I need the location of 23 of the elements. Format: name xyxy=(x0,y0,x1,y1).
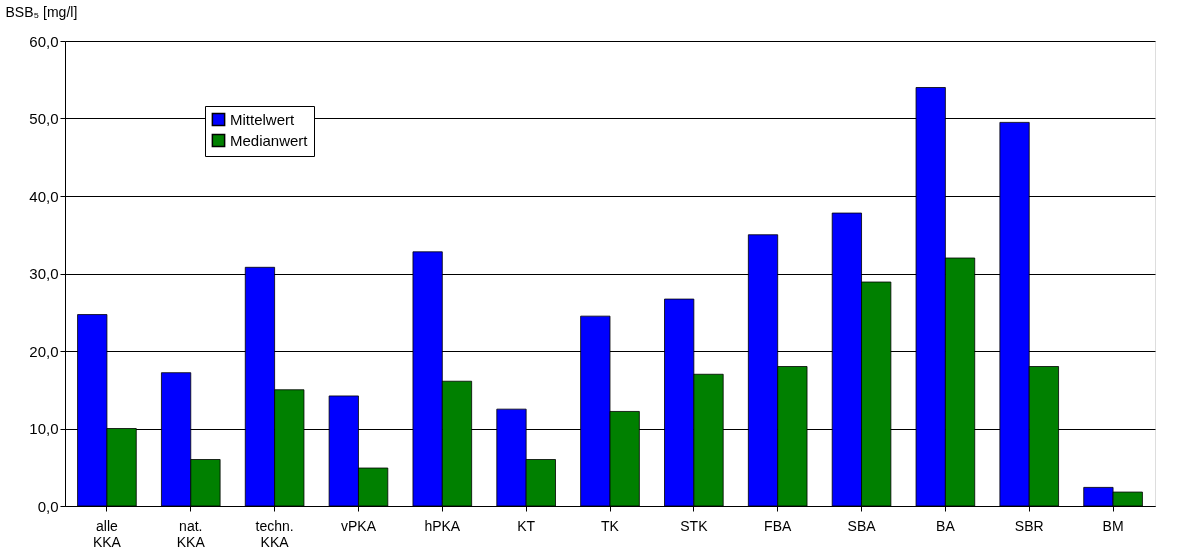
y-axis-title: BSB₅ [mg/l] xyxy=(5,3,78,20)
x-tick-label: hPKA xyxy=(424,517,461,534)
x-tick-label: nat. KKA xyxy=(176,517,206,549)
y-tick-label: 50,0 xyxy=(29,110,59,127)
x-tick-label: SBA xyxy=(847,517,877,534)
y-tick-label: 0,0 xyxy=(37,497,59,515)
legend-label: Mittelwert xyxy=(230,110,296,128)
y-tick-label: 20,0 xyxy=(29,342,59,360)
x-tick-label: alle KKA xyxy=(92,517,122,549)
x-tick-label: BA xyxy=(936,517,956,534)
x-tick-label: TK xyxy=(601,517,620,534)
x-tick-label: vPKA xyxy=(340,517,377,534)
x-tick-label: FBA xyxy=(764,517,792,534)
x-tick-label: techn. KKA xyxy=(255,517,294,549)
y-tick-label: 30,0 xyxy=(29,265,59,282)
x-tick-label: SBR xyxy=(1014,517,1044,534)
x-tick-label: BM xyxy=(1102,517,1124,534)
x-tick-label: STK xyxy=(680,517,709,534)
x-tick-label: KT xyxy=(517,517,536,534)
legend-label: Medianwert xyxy=(230,131,309,149)
y-tick-label: 10,0 xyxy=(29,420,59,437)
y-tick-label: 40,0 xyxy=(29,187,59,205)
y-tick-label: 60,0 xyxy=(29,32,59,50)
